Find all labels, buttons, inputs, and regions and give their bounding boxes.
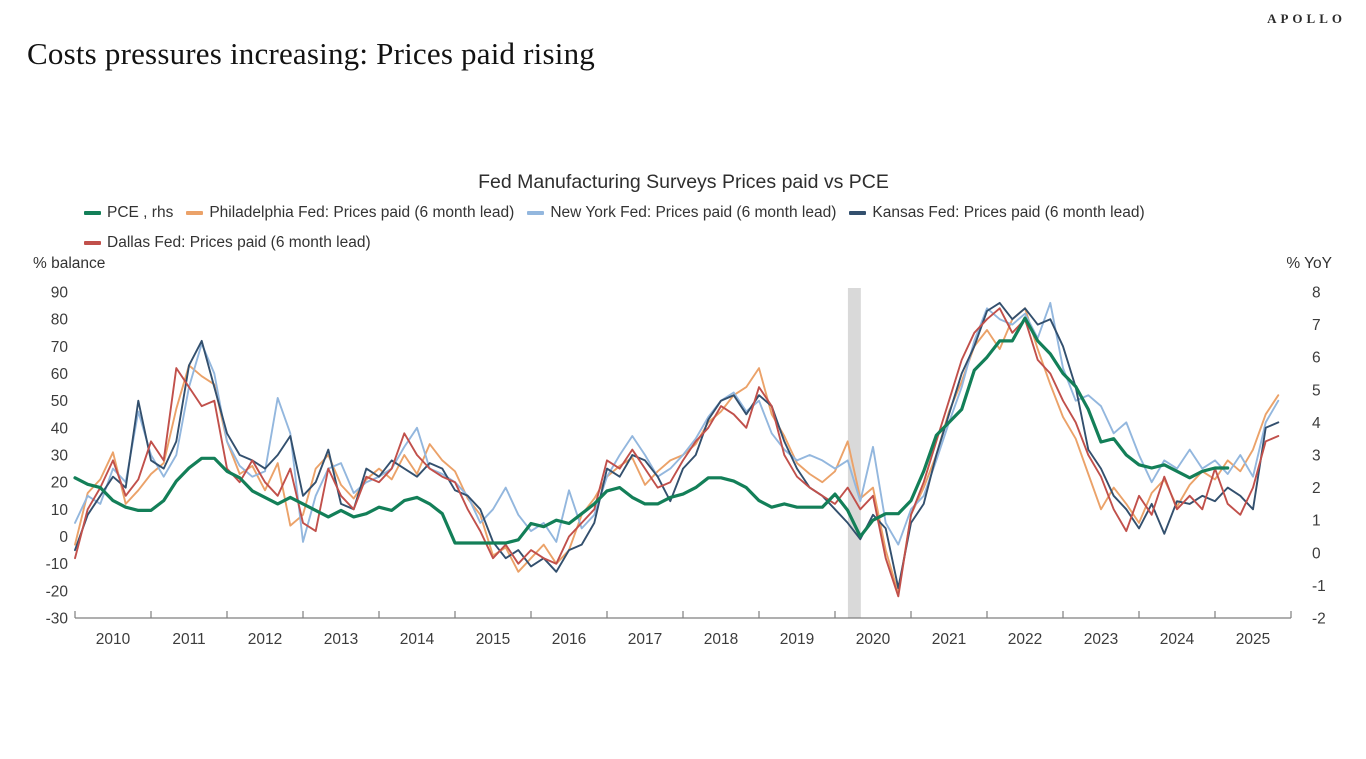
y-left-tick-label: 20 bbox=[51, 475, 69, 492]
legend-swatch-kansas bbox=[849, 211, 867, 215]
legend-item-dallas: Dallas Fed: Prices paid (6 month lead) bbox=[84, 234, 371, 252]
page-title: Costs pressures increasing: Prices paid … bbox=[27, 36, 595, 71]
series-line-kansas bbox=[74, 301, 1280, 590]
chart-legend-row-2: Dallas Fed: Prices paid (6 month lead) bbox=[84, 234, 371, 252]
legend-item-philadelphia: Philadelphia Fed: Prices paid (6 month l… bbox=[186, 204, 514, 222]
y-right-tick-label: 2 bbox=[1312, 480, 1321, 497]
x-tick-label: 2010 bbox=[96, 631, 131, 648]
legend-swatch-new-york bbox=[527, 211, 545, 215]
x-tick-label: 2018 bbox=[704, 631, 738, 648]
series-line-pce bbox=[73, 316, 1230, 545]
y-right-tick-label: -1 bbox=[1312, 578, 1326, 595]
x-tick-label: 2021 bbox=[932, 631, 966, 648]
apollo-logo: APOLLO bbox=[1267, 11, 1346, 26]
x-tick-label: 2025 bbox=[1236, 631, 1270, 648]
legend-item-new-york: New York Fed: Prices paid (6 month lead) bbox=[527, 204, 836, 222]
legend-label-philadelphia: Philadelphia Fed: Prices paid (6 month l… bbox=[209, 204, 515, 221]
y-right-tick-label: 4 bbox=[1312, 415, 1321, 432]
y-left-tick-label: 90 bbox=[51, 285, 69, 302]
x-tick-label: 2013 bbox=[324, 631, 358, 648]
x-tick-label: 2020 bbox=[856, 631, 891, 648]
y-right-tick-label: 6 bbox=[1312, 350, 1321, 367]
legend-swatch-pce bbox=[84, 211, 101, 215]
x-tick-label: 2022 bbox=[1008, 631, 1042, 648]
x-tick-label: 2014 bbox=[400, 631, 435, 648]
x-tick-label: 2024 bbox=[1160, 631, 1195, 648]
right-axis-label: % YoY bbox=[1286, 255, 1332, 272]
y-left-tick-label: 80 bbox=[51, 312, 69, 329]
y-left-tick-label: 50 bbox=[51, 393, 69, 410]
legend-label-pce: PCE , rhs bbox=[107, 204, 174, 221]
x-tick-label: 2015 bbox=[476, 631, 510, 648]
y-right-tick-label: 0 bbox=[1312, 545, 1321, 562]
legend-swatch-dallas bbox=[84, 241, 101, 245]
y-right-tick-label: 3 bbox=[1312, 448, 1321, 465]
y-left-tick-label: -10 bbox=[46, 556, 69, 573]
y-left-tick-label: 70 bbox=[51, 339, 69, 356]
y-right-tick-label: -2 bbox=[1312, 611, 1326, 628]
y-right-tick-label: 8 bbox=[1312, 285, 1321, 302]
y-left-tick-label: 0 bbox=[59, 529, 68, 546]
y-left-tick-label: 40 bbox=[51, 420, 69, 437]
legend-item-kansas: Kansas Fed: Prices paid (6 month lead) bbox=[849, 204, 1145, 222]
legend-label-dallas: Dallas Fed: Prices paid (6 month lead) bbox=[107, 234, 371, 251]
x-tick-label: 2023 bbox=[1084, 631, 1118, 648]
x-tick-label: 2019 bbox=[780, 631, 814, 648]
x-tick-label: 2011 bbox=[172, 631, 205, 648]
left-axis-label: % balance bbox=[33, 255, 106, 272]
y-right-tick-label: 1 bbox=[1312, 513, 1321, 530]
y-left-tick-label: 60 bbox=[51, 366, 69, 383]
y-left-tick-label: -20 bbox=[46, 583, 69, 600]
y-right-tick-label: 5 bbox=[1312, 382, 1321, 399]
legend-label-kansas: Kansas Fed: Prices paid (6 month lead) bbox=[872, 204, 1145, 221]
legend-label-new-york: New York Fed: Prices paid (6 month lead) bbox=[550, 204, 837, 221]
series-line-new-york bbox=[74, 301, 1280, 546]
chart-title: Fed Manufacturing Surveys Prices paid vs… bbox=[478, 171, 889, 193]
chart-legend-row-1: PCE , rhs Philadelphia Fed: Prices paid (… bbox=[84, 204, 1145, 222]
legend-item-pce: PCE , rhs bbox=[84, 204, 173, 222]
y-left-tick-label: -30 bbox=[46, 611, 69, 628]
x-tick-label: 2016 bbox=[552, 631, 586, 648]
y-left-tick-label: 30 bbox=[51, 448, 69, 465]
y-right-tick-label: 7 bbox=[1312, 317, 1321, 334]
y-left-tick-label: 10 bbox=[51, 502, 69, 519]
x-tick-label: 2012 bbox=[248, 631, 282, 648]
legend-swatch-philadelphia bbox=[186, 211, 204, 215]
series-line-dallas bbox=[74, 307, 1280, 598]
x-tick-label: 2017 bbox=[628, 631, 662, 648]
series-line-philadelphia bbox=[74, 307, 1280, 595]
